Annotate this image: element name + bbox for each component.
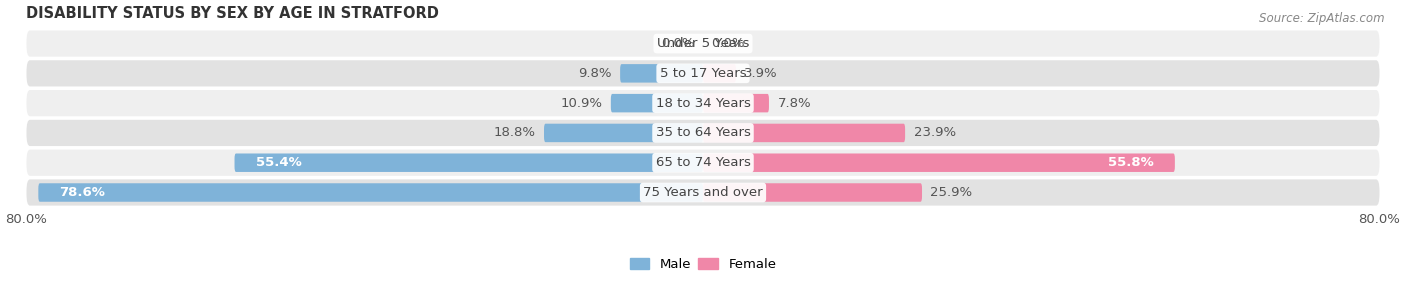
FancyBboxPatch shape [235,153,703,172]
Text: Under 5 Years: Under 5 Years [657,37,749,50]
FancyBboxPatch shape [620,64,703,83]
Text: 65 to 74 Years: 65 to 74 Years [655,156,751,169]
Text: 75 Years and over: 75 Years and over [643,186,763,199]
Text: 3.9%: 3.9% [744,67,778,80]
FancyBboxPatch shape [703,153,1175,172]
Text: 0.0%: 0.0% [711,37,745,50]
FancyBboxPatch shape [38,183,703,202]
Text: 23.9%: 23.9% [914,127,956,139]
FancyBboxPatch shape [544,124,703,142]
Text: 78.6%: 78.6% [59,186,105,199]
Text: 18.8%: 18.8% [494,127,536,139]
FancyBboxPatch shape [27,60,1379,86]
Text: 35 to 64 Years: 35 to 64 Years [655,127,751,139]
Text: 55.4%: 55.4% [256,156,301,169]
FancyBboxPatch shape [703,124,905,142]
Text: DISABILITY STATUS BY SEX BY AGE IN STRATFORD: DISABILITY STATUS BY SEX BY AGE IN STRAT… [27,5,439,20]
FancyBboxPatch shape [27,120,1379,146]
Text: 55.8%: 55.8% [1108,156,1154,169]
Text: 9.8%: 9.8% [578,67,612,80]
FancyBboxPatch shape [27,30,1379,57]
Text: 10.9%: 10.9% [561,97,602,109]
Text: 0.0%: 0.0% [661,37,695,50]
FancyBboxPatch shape [27,150,1379,176]
FancyBboxPatch shape [703,64,735,83]
FancyBboxPatch shape [610,94,703,112]
Text: 25.9%: 25.9% [931,186,973,199]
Text: 18 to 34 Years: 18 to 34 Years [655,97,751,109]
Text: Source: ZipAtlas.com: Source: ZipAtlas.com [1260,12,1385,25]
Text: 7.8%: 7.8% [778,97,811,109]
FancyBboxPatch shape [27,179,1379,206]
Text: 5 to 17 Years: 5 to 17 Years [659,67,747,80]
FancyBboxPatch shape [703,183,922,202]
Legend: Male, Female: Male, Female [624,252,782,276]
FancyBboxPatch shape [27,90,1379,116]
FancyBboxPatch shape [703,94,769,112]
